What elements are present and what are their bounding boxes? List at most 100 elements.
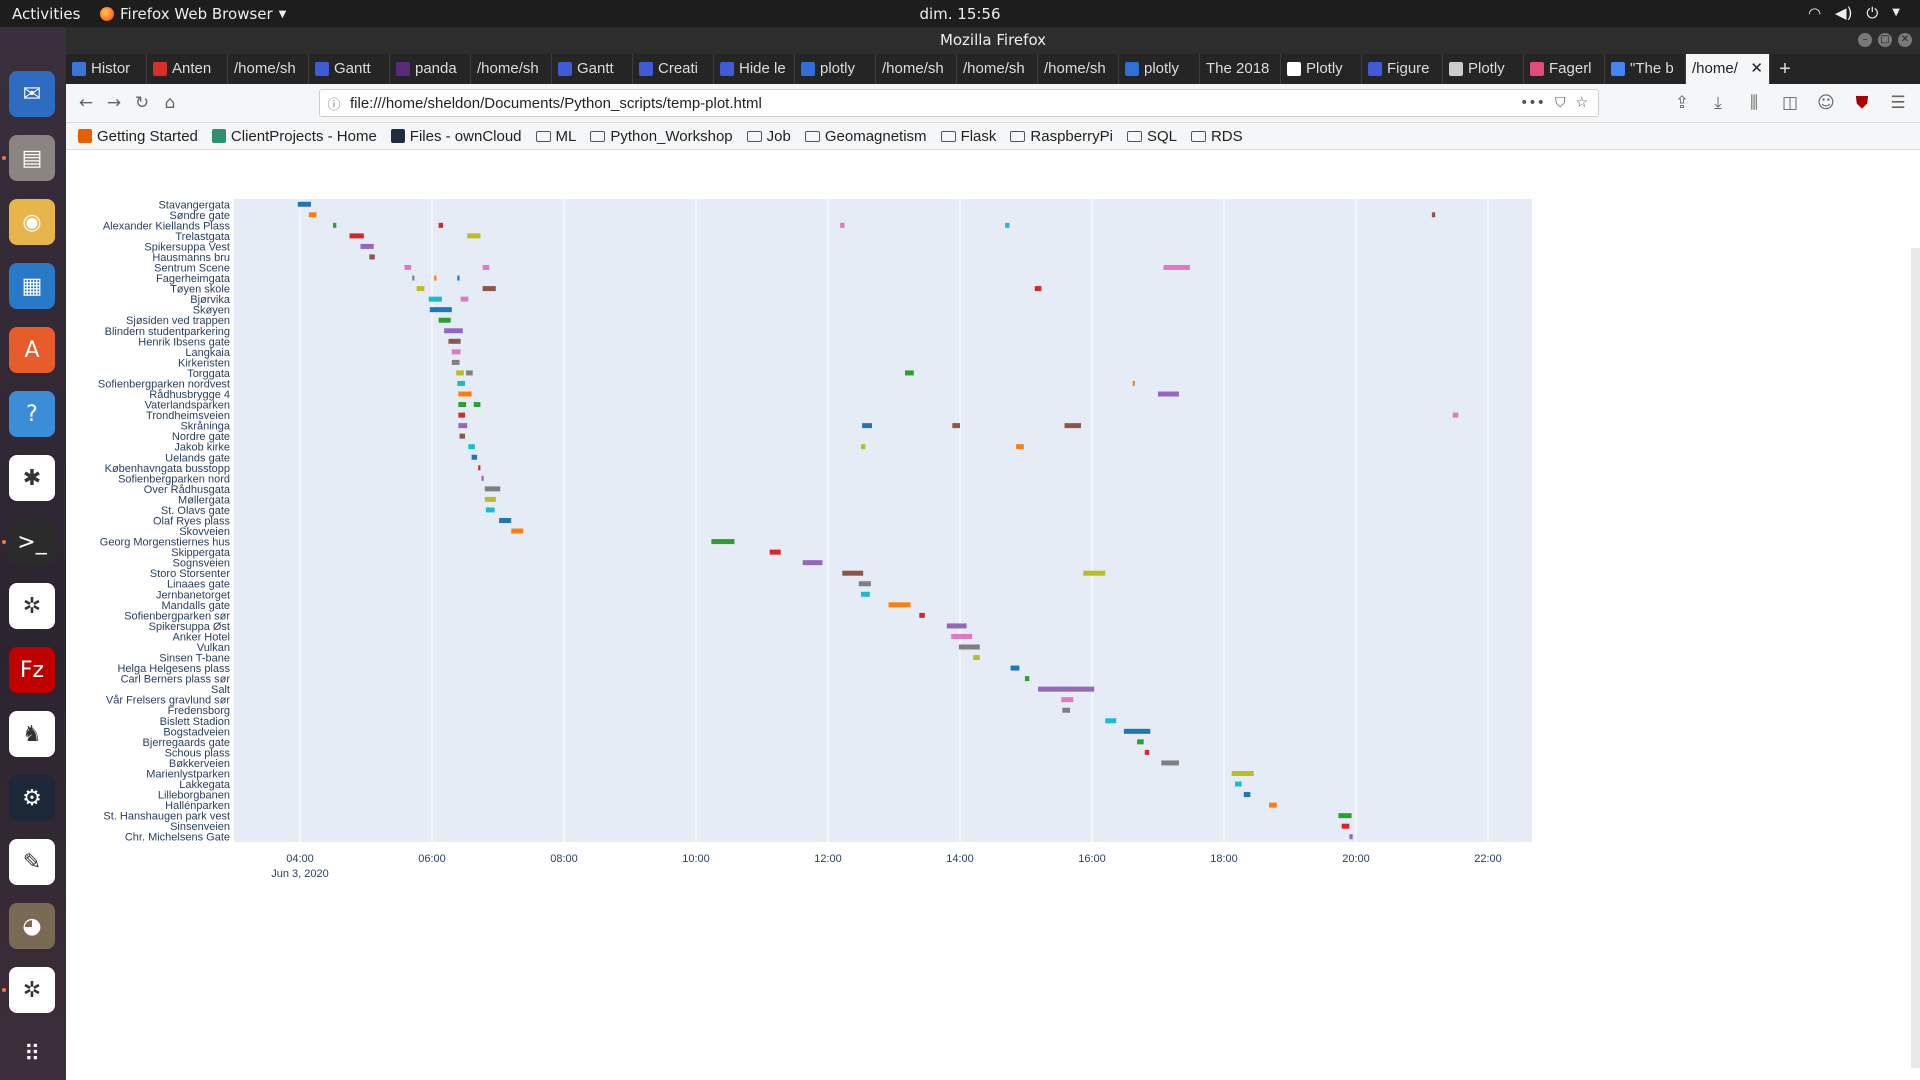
gantt-bar[interactable]: [459, 433, 466, 439]
gantt-bar[interactable]: [457, 275, 460, 281]
gantt-bar[interactable]: [438, 317, 451, 323]
sidebar-icon[interactable]: ◫: [1781, 93, 1799, 113]
gantt-bar[interactable]: [862, 423, 872, 429]
browser-tab[interactable]: Anten: [147, 54, 228, 84]
browser-tab[interactable]: plotly: [795, 54, 876, 84]
gantt-bar[interactable]: [1005, 222, 1010, 228]
files-icon[interactable]: ▤: [9, 135, 55, 181]
close-tab-icon[interactable]: ✕: [1750, 60, 1763, 77]
gantt-bar[interactable]: [861, 591, 870, 597]
bookmark-item[interactable]: Getting Started: [78, 128, 198, 145]
rhythmbox-icon[interactable]: ◉: [9, 199, 55, 245]
close-window-icon[interactable]: ✕: [1898, 33, 1912, 47]
browser-tab[interactable]: /home/sh: [876, 54, 957, 84]
system-tray[interactable]: ◠ ◀) ⏻ ▼: [1808, 4, 1900, 22]
bookmark-item[interactable]: RaspberryPi: [1010, 128, 1113, 145]
terminal-icon[interactable]: >_: [9, 519, 55, 565]
gantt-bar[interactable]: [1064, 423, 1082, 429]
browser-tab[interactable]: Creati: [633, 54, 714, 84]
minimize-icon[interactable]: –: [1858, 33, 1872, 47]
gantt-bar[interactable]: [468, 444, 475, 450]
ublock-icon[interactable]: ⛊: [1855, 93, 1869, 113]
gantt-bar[interactable]: [473, 402, 481, 408]
bookmark-item[interactable]: Job: [746, 128, 791, 145]
gantt-bar[interactable]: [1132, 380, 1135, 386]
gantt-bar[interactable]: [1338, 813, 1352, 819]
show-apps-icon[interactable]: ⠿: [23, 1041, 41, 1067]
help-icon[interactable]: ?: [9, 391, 55, 437]
browser-tab[interactable]: Fagerl: [1524, 54, 1605, 84]
gantt-bar[interactable]: [1231, 770, 1254, 776]
gantt-bar[interactable]: [485, 507, 495, 513]
gantt-bar[interactable]: [471, 454, 478, 460]
gantt-bar[interactable]: [769, 549, 781, 555]
gantt-bar[interactable]: [888, 602, 911, 608]
gantt-bar[interactable]: [458, 412, 465, 418]
browser-tab[interactable]: panda: [390, 54, 471, 84]
steam-icon[interactable]: ⚙: [9, 775, 55, 821]
gantt-bar[interactable]: [1144, 749, 1150, 755]
gantt-bar[interactable]: [333, 222, 337, 228]
gantt-bar[interactable]: [951, 633, 973, 639]
gantt-bar[interactable]: [1431, 212, 1436, 218]
page-scrollbar[interactable]: [1911, 248, 1920, 1068]
gantt-bar[interactable]: [1123, 728, 1151, 734]
browser-tab[interactable]: Plotly: [1443, 54, 1524, 84]
gantt-bar[interactable]: [1038, 686, 1095, 692]
gantt-bar[interactable]: [404, 265, 412, 271]
gantt-bar[interactable]: [1083, 570, 1106, 576]
gantt-bar[interactable]: [802, 560, 823, 566]
penguin-app-icon[interactable]: ♞: [9, 711, 55, 757]
gantt-bar[interactable]: [711, 539, 735, 545]
url-bar[interactable]: ⓘ file:///home/sheldon/Documents/Python_…: [319, 89, 1599, 117]
gantt-bar[interactable]: [861, 444, 866, 450]
browser-tab[interactable]: /home/sh: [1038, 54, 1119, 84]
gantt-bar[interactable]: [952, 423, 960, 429]
info-icon[interactable]: ⓘ: [327, 96, 341, 112]
bookmark-item[interactable]: ML: [535, 128, 576, 145]
browser-tab[interactable]: /home/sh: [228, 54, 309, 84]
gantt-bar[interactable]: [1061, 697, 1074, 703]
bookmark-item[interactable]: SQL: [1126, 128, 1177, 145]
bookmark-item[interactable]: ClientProjects - Home: [211, 128, 377, 145]
libreoffice-writer-icon[interactable]: ▦: [9, 263, 55, 309]
gantt-bar[interactable]: [458, 423, 468, 429]
account-icon[interactable]: ☺: [1817, 93, 1835, 113]
gantt-bar[interactable]: [429, 307, 452, 313]
gantt-bar[interactable]: [1158, 391, 1179, 397]
download-icon[interactable]: ⤓: [1714, 93, 1722, 113]
gimp-icon[interactable]: ◕: [9, 903, 55, 949]
gantt-bar[interactable]: [1235, 781, 1242, 787]
browser-tab[interactable]: /home/sh: [957, 54, 1038, 84]
browser-tab[interactable]: /home/sh: [471, 54, 552, 84]
menu-icon[interactable]: ☰: [1890, 93, 1906, 113]
gantt-bar[interactable]: [360, 243, 374, 249]
clock[interactable]: dim. 15:56: [919, 5, 1001, 23]
gantt-bar[interactable]: [438, 222, 443, 228]
gantt-bar[interactable]: [458, 391, 472, 397]
gantt-bar[interactable]: [1163, 265, 1190, 271]
gantt-bar[interactable]: [458, 402, 467, 408]
text-editor-icon[interactable]: ✎: [9, 839, 55, 885]
thunderbird-icon[interactable]: ✉: [9, 71, 55, 117]
filezilla-icon[interactable]: Fz: [9, 647, 55, 693]
gantt-bar[interactable]: [973, 655, 980, 661]
bookmark-item[interactable]: Flask: [940, 128, 996, 145]
gantt-bar[interactable]: [484, 486, 501, 492]
new-tab-icon[interactable]: +: [1779, 58, 1791, 80]
browser-tab[interactable]: /home/ ✕: [1686, 54, 1770, 84]
gantt-bar[interactable]: [308, 212, 317, 218]
gantt-bar[interactable]: [444, 328, 463, 334]
bookmark-item[interactable]: Files - ownCloud: [390, 128, 522, 145]
gantt-bar[interactable]: [511, 528, 524, 534]
gantt-bar[interactable]: [1024, 676, 1030, 682]
gantt-bar[interactable]: [478, 465, 481, 471]
gantt-bar[interactable]: [499, 518, 512, 523]
gantt-bar[interactable]: [1341, 823, 1350, 829]
gantt-bar[interactable]: [1243, 792, 1251, 798]
gantt-bar[interactable]: [451, 349, 461, 355]
bookmark-item[interactable]: Geomagnetism: [804, 128, 927, 145]
forward-icon[interactable]: →: [106, 93, 122, 113]
gantt-bar[interactable]: [1269, 802, 1277, 808]
browser-tab[interactable]: The 2018: [1200, 54, 1281, 84]
